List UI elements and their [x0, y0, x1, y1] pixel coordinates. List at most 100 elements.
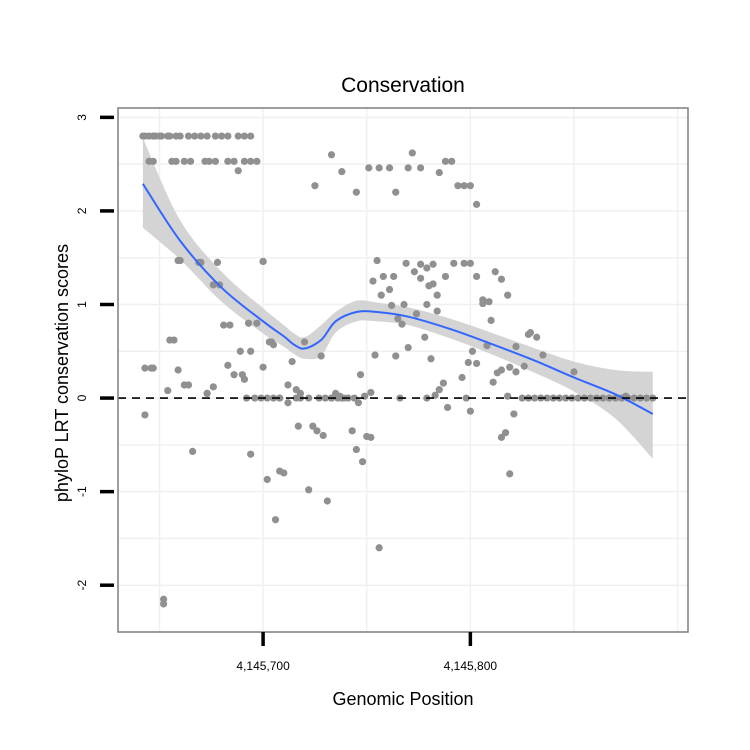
data-point — [369, 277, 377, 285]
data-point — [472, 272, 481, 281]
data-point — [141, 364, 149, 372]
x-tick-label: 4,145,800 — [444, 659, 498, 673]
data-point — [338, 394, 346, 402]
data-point — [574, 394, 582, 402]
x-axis-ticks: 4,145,700 4,145,800 — [236, 632, 497, 673]
data-point — [504, 392, 512, 400]
data-point — [417, 164, 425, 172]
data-point — [184, 132, 193, 140]
data-point — [464, 358, 472, 367]
data-point — [630, 394, 638, 402]
data-point — [305, 486, 313, 494]
data-point — [392, 188, 400, 196]
data-point — [443, 403, 452, 412]
data-point — [402, 259, 410, 267]
data-point — [433, 307, 441, 315]
y-tick-label: 1 — [75, 301, 89, 308]
data-point — [472, 200, 481, 208]
data-point — [354, 399, 363, 407]
data-point — [423, 300, 431, 309]
data-point — [230, 157, 238, 165]
data-point — [213, 258, 222, 266]
data-point — [211, 157, 220, 165]
data-point — [141, 411, 149, 419]
data-point — [224, 361, 232, 369]
data-point — [531, 394, 539, 402]
data-point — [263, 475, 271, 484]
data-point — [149, 157, 157, 165]
x-axis-title: Genomic Position — [332, 689, 473, 709]
data-point — [259, 257, 267, 266]
y-tick-label: -1 — [75, 486, 89, 497]
data-point — [166, 336, 174, 344]
data-point — [466, 407, 474, 415]
data-point — [164, 386, 172, 395]
data-point — [224, 157, 232, 165]
data-point — [417, 274, 425, 282]
data-point — [157, 132, 166, 140]
data-point — [497, 275, 506, 283]
data-point — [288, 357, 296, 366]
data-point — [518, 394, 526, 402]
data-point — [435, 386, 443, 394]
data-point — [421, 333, 429, 341]
data-point — [236, 347, 244, 355]
data-point — [586, 394, 595, 402]
data-point — [197, 132, 205, 140]
data-point — [247, 347, 255, 355]
data-point — [356, 371, 365, 379]
data-point — [176, 256, 184, 265]
data-point — [247, 450, 255, 458]
data-point — [358, 458, 367, 466]
data-point — [448, 157, 456, 165]
data-point — [191, 132, 199, 140]
data-point — [410, 268, 418, 276]
data-point — [408, 149, 416, 157]
data-point — [392, 352, 400, 360]
data-point — [247, 132, 255, 140]
data-point — [203, 389, 211, 397]
y-tick-label: 2 — [75, 207, 89, 214]
data-point — [174, 366, 182, 374]
data-point — [373, 256, 381, 265]
data-point — [211, 132, 220, 140]
data-point — [367, 433, 375, 441]
data-point — [398, 320, 406, 328]
data-point — [388, 301, 396, 310]
data-point — [466, 259, 474, 267]
data-point — [599, 394, 607, 402]
data-point — [468, 347, 477, 355]
data-point — [524, 330, 533, 339]
data-point — [512, 368, 520, 376]
data-point — [441, 272, 450, 281]
data-point — [224, 132, 232, 140]
chart-title: Conservation — [341, 74, 465, 97]
data-point — [562, 394, 570, 402]
data-point — [294, 422, 302, 430]
data-point — [209, 383, 217, 391]
data-point — [570, 368, 578, 376]
data-point — [244, 319, 253, 327]
data-point — [429, 260, 437, 268]
data-point — [462, 394, 470, 402]
data-point — [321, 394, 329, 402]
data-point — [506, 363, 514, 371]
data-point — [267, 338, 275, 346]
data-point — [226, 321, 234, 329]
data-point — [247, 157, 255, 165]
data-point — [502, 429, 510, 437]
data-point — [230, 371, 238, 379]
data-point — [404, 164, 412, 172]
data-point — [512, 343, 520, 351]
data-point — [385, 164, 394, 172]
data-point — [176, 132, 184, 140]
data-point — [253, 157, 261, 165]
confidence-band — [142, 137, 653, 459]
data-point — [172, 157, 180, 165]
data-point — [251, 394, 259, 402]
data-point — [305, 394, 313, 402]
data-point — [458, 373, 466, 382]
data-point — [394, 314, 402, 323]
data-point — [352, 188, 360, 196]
data-point — [472, 359, 481, 368]
